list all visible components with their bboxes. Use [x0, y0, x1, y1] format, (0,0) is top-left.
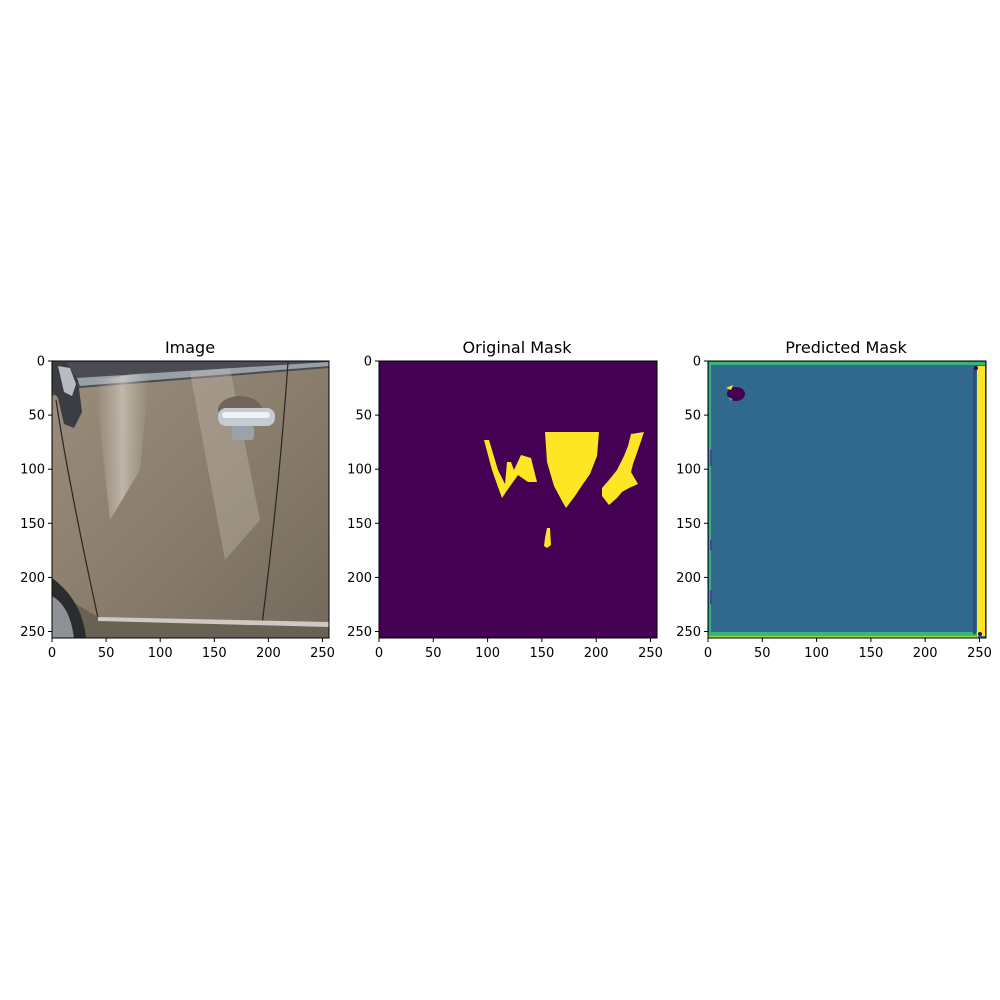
x-tick-label: 0	[375, 646, 383, 661]
axes-frame-image	[51, 360, 330, 639]
predicted-mask	[708, 361, 986, 638]
x-tick-label: 200	[584, 646, 609, 661]
y-tick-label: 150	[676, 517, 701, 532]
car-door-photo	[52, 361, 329, 638]
x-tick-label: 200	[913, 646, 938, 661]
predicted-blob	[727, 387, 745, 401]
y-tick-label: 50	[684, 409, 701, 424]
y-tick-label: 50	[355, 409, 372, 424]
y-tick-label: 200	[347, 571, 372, 586]
x-tick-label: 50	[98, 646, 115, 661]
x-tick-label: 50	[425, 646, 442, 661]
ticks-predicted-mask: 0 0 50 50 100 100 150 150 200 200 250 250	[676, 355, 992, 662]
y-tick-label: 250	[676, 625, 701, 640]
x-tick-label: 150	[858, 646, 883, 661]
panel-title-image: Image	[165, 338, 215, 357]
y-tick-label: 0	[364, 355, 372, 370]
panel-title-predicted-mask: Predicted Mask	[785, 338, 907, 357]
x-tick-label: 150	[529, 646, 554, 661]
x-tick-label: 200	[256, 646, 281, 661]
x-tick-label: 100	[804, 646, 829, 661]
y-tick-label: 250	[347, 625, 372, 640]
x-tick-label: 100	[475, 646, 500, 661]
x-tick-label: 50	[754, 646, 771, 661]
axes-frame-predicted-mask	[707, 360, 987, 639]
y-tick-label: 150	[347, 517, 372, 532]
x-tick-label: 250	[638, 646, 663, 661]
y-tick-label: 100	[20, 463, 45, 478]
damage-region	[544, 528, 551, 548]
panel-title-original-mask: Original Mask	[463, 338, 573, 357]
y-tick-label: 100	[347, 463, 372, 478]
damage-region	[484, 440, 537, 498]
panel-image: Image	[20, 338, 335, 661]
y-tick-label: 250	[20, 625, 45, 640]
x-tick-label: 0	[704, 646, 712, 661]
y-tick-label: 200	[676, 571, 701, 586]
y-tick-label: 50	[28, 409, 45, 424]
damage-region	[545, 432, 599, 508]
ticks-original-mask: 0 0 50 50 100 100 150 150 200 200 250 250	[347, 355, 663, 662]
axes-frame-original-mask	[378, 360, 658, 639]
x-tick-label: 250	[967, 646, 992, 661]
y-tick-label: 100	[676, 463, 701, 478]
y-tick-label: 200	[20, 571, 45, 586]
x-tick-label: 250	[310, 646, 335, 661]
panel-original-mask: Original Mask 0 0 50 50 100 100 150 150 200 200 25…	[347, 338, 663, 661]
y-tick-label: 150	[20, 517, 45, 532]
x-tick-label: 150	[202, 646, 227, 661]
y-tick-label: 0	[37, 355, 45, 370]
y-tick-label: 0	[693, 355, 701, 370]
x-tick-label: 0	[48, 646, 56, 661]
damage-region	[602, 432, 644, 505]
ticks-image: 0 0 50 50 100 100 150 150 200 200 250 250	[20, 355, 335, 662]
x-tick-label: 100	[148, 646, 173, 661]
ground-truth-mask	[379, 361, 657, 638]
